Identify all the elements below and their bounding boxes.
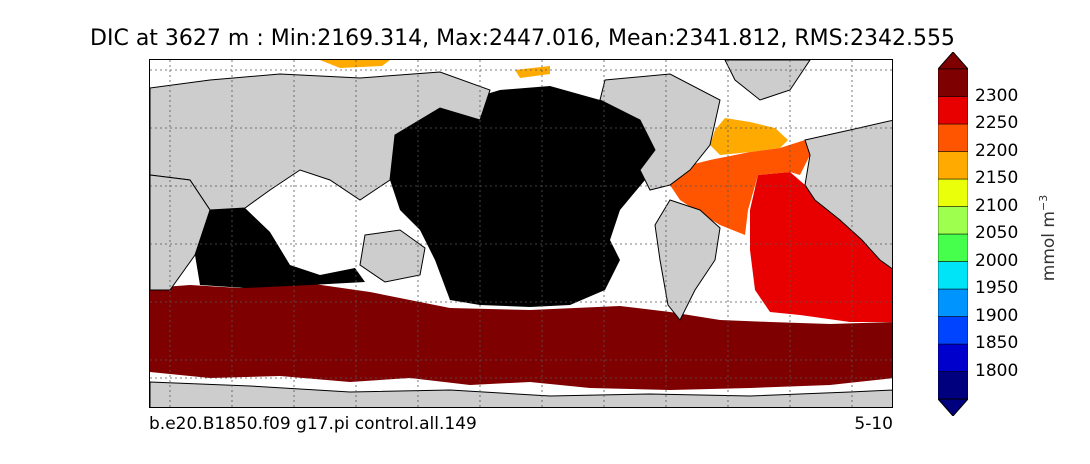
colorbar-bin (938, 206, 968, 235)
colorbar-tick-label: 1950 (975, 278, 1019, 298)
colorbar-under-arrow (938, 398, 968, 416)
colorbar-bin (938, 151, 968, 180)
colorbar-tick-label: 2050 (975, 223, 1019, 243)
colorbar-bin (938, 343, 968, 372)
australia-land (359, 229, 426, 283)
colorbar-bin (938, 288, 968, 317)
colorbar-bin (938, 316, 968, 345)
colorbar-tick-label: 2150 (975, 168, 1019, 188)
southern-ocean-region (150, 282, 892, 390)
colorbar-over-arrow (938, 52, 968, 70)
land-masses (150, 60, 892, 407)
south-america-land (654, 199, 721, 321)
colorbar-tick-label: 2100 (975, 195, 1019, 216)
colorbar-bin (938, 261, 968, 290)
colorbar (938, 52, 968, 416)
map-gridlines (150, 60, 892, 407)
indian-ocean-region (195, 208, 365, 288)
colorbar-bin (938, 371, 968, 400)
colorbar-tick-label: 2200 (975, 140, 1019, 161)
colorbar-bin (938, 96, 968, 125)
map-panel (149, 59, 893, 408)
colorbar-tick-label: 2300 (975, 85, 1019, 106)
colorbar-bin (938, 123, 968, 152)
colorbar-tick-label: 2250 (975, 113, 1019, 133)
plot-title: DIC at 3627 m : Min:2169.314, Max:2447.0… (90, 26, 955, 51)
pacific-region (390, 86, 655, 307)
colorbar-bin (938, 233, 968, 262)
colorbar-bin (938, 68, 968, 97)
world-map (150, 60, 892, 407)
africa-land (150, 174, 211, 291)
colorbar-bin (938, 178, 968, 207)
north-atlantic-north-region (710, 118, 788, 155)
colorbar-tick-label: 2000 (975, 250, 1019, 271)
colorbar-tick-label: 1800 (975, 360, 1019, 381)
antarctica-land (150, 381, 892, 407)
colorbar-units-label: mmol m−3 (1037, 194, 1059, 282)
colorbar-tick-label: 1900 (975, 305, 1019, 326)
north-atlantic-region (670, 140, 810, 235)
colorbar-tick-label: 1850 (975, 333, 1019, 353)
case-name-label: b.e20.B1850.f09 g17.pi control.all.149 (149, 414, 477, 434)
colorbar-bins (938, 68, 968, 400)
north-america-land (599, 73, 721, 191)
arctic-region (320, 60, 550, 78)
europe-africa-east-land (804, 119, 892, 270)
south-atlantic-region (750, 172, 892, 322)
period-label: 5-10 (854, 414, 893, 434)
